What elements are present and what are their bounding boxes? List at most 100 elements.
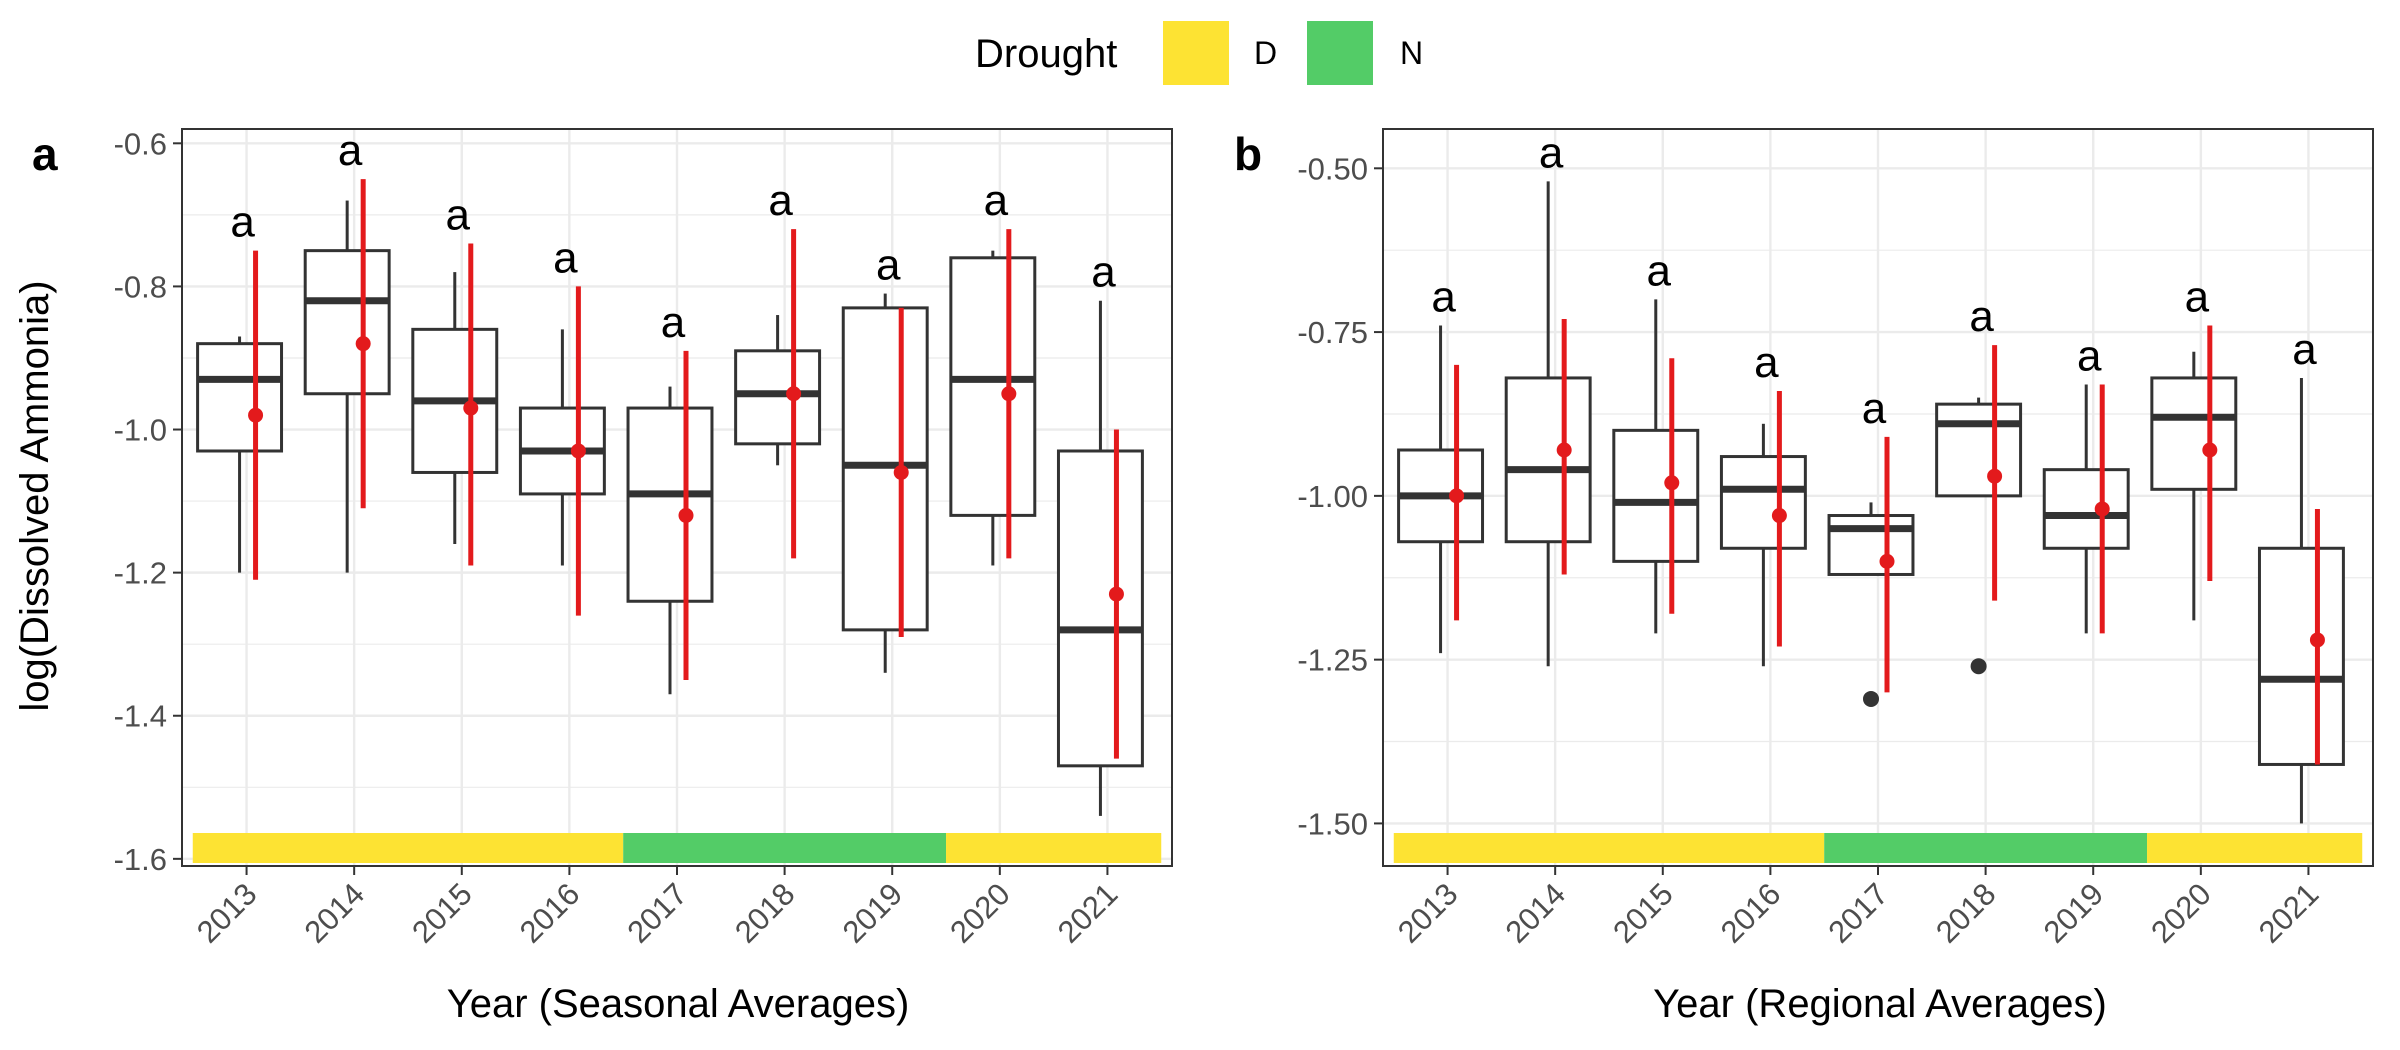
mean-point	[2309, 632, 2325, 648]
panel-b-x-label: Year (Regional Averages)	[1653, 982, 2107, 1026]
panel-b: a a a a a a a a a -0.50 -0.75 -1.00 -1.25 -1.50 2013…	[1234, 128, 2374, 1026]
drought-band-d	[2147, 833, 2363, 863]
outlier-point	[1863, 690, 1879, 707]
significance-letter: a	[2292, 325, 2317, 374]
drought-band-n	[1824, 833, 2148, 863]
mean-point	[786, 386, 802, 402]
significance-letter: a	[230, 198, 255, 247]
y-tick-label: -1.50	[1297, 806, 1368, 841]
panel-a-y-label: log(Dissolved Ammonia)	[13, 280, 57, 711]
box-iqr	[626, 406, 714, 603]
significance-letter: a	[1539, 128, 1564, 177]
y-tick-label: -0.50	[1297, 151, 1368, 186]
mean-point	[2094, 501, 2110, 517]
x-tick-label: 2015	[405, 876, 479, 950]
significance-letter: a	[553, 233, 578, 282]
x-tick-label: 2017	[1821, 876, 1895, 950]
box-iqr	[196, 342, 284, 453]
y-tick-label: -0.75	[1297, 315, 1368, 350]
x-tick-label: 2018	[728, 876, 802, 950]
y-tick-label: -0.8	[114, 269, 167, 304]
panel-a-x-label: Year (Seasonal Averages)	[447, 982, 910, 1026]
box-iqr	[1719, 455, 1807, 550]
x-tick-label: 2015	[1606, 876, 1680, 950]
box-iqr	[2150, 376, 2238, 491]
y-tick-label: -1.25	[1297, 643, 1368, 678]
significance-letter: a	[1754, 338, 1779, 387]
significance-letter: a	[2077, 331, 2102, 380]
box-iqr	[841, 306, 929, 632]
drought-band-d	[192, 833, 624, 863]
panel-b-x-axis: 2013 2014 2015 2016 2017 2018 2019 2020 2021	[1391, 866, 2325, 950]
x-tick-label: 2014	[298, 876, 372, 950]
mean-point	[2202, 442, 2218, 458]
x-tick-label: 2020	[943, 876, 1017, 950]
x-tick-label: 2019	[2037, 876, 2111, 950]
x-tick-label: 2016	[1714, 876, 1788, 950]
panel-a-y-axis: -0.6 -0.8 -1.0 -1.2 -1.4 -1.6	[114, 126, 182, 877]
mean-point	[1556, 442, 1572, 458]
drought-band-d	[946, 833, 1162, 863]
x-tick-label: 2016	[513, 876, 587, 950]
panel-b-boxes: a a a a a a a a a	[1397, 128, 2345, 824]
box-iqr	[1935, 402, 2023, 498]
box-iqr	[2042, 468, 2130, 550]
mean-point	[248, 407, 264, 423]
significance-letter: a	[661, 298, 686, 347]
mean-point	[1001, 386, 1017, 402]
legend-label-d: D	[1254, 35, 1277, 71]
box-iqr	[1827, 514, 1915, 576]
x-tick-label: 2019	[836, 876, 910, 950]
mean-point	[893, 464, 909, 480]
significance-letter: a	[1431, 273, 1456, 322]
significance-letter: a	[2185, 273, 2210, 322]
mean-point	[463, 400, 479, 416]
significance-letter: a	[446, 190, 471, 239]
significance-letter: a	[984, 176, 1009, 225]
mean-point	[570, 443, 586, 459]
panel-b-y-axis: -0.50 -0.75 -1.00 -1.25 -1.50	[1297, 151, 1383, 841]
legend-key-d	[1163, 21, 1229, 85]
x-tick-label: 2017	[620, 876, 694, 950]
panel-a-x-axis: 2013 2014 2015 2016 2017 2018 2019 2020 2021	[190, 866, 1124, 950]
x-tick-label: 2020	[2144, 876, 2218, 950]
outlier-point	[1970, 658, 1987, 675]
mean-point	[1771, 508, 1787, 524]
mean-point	[1879, 553, 1895, 569]
significance-letter: a	[1862, 384, 1887, 433]
drought-band-d	[1393, 833, 1825, 863]
x-tick-label: 2021	[1051, 876, 1125, 950]
y-tick-label: -1.2	[114, 556, 167, 591]
significance-letter: a	[1091, 248, 1116, 297]
significance-letter: a	[768, 176, 793, 225]
legend-label-n: N	[1400, 35, 1423, 71]
significance-letter: a	[1969, 292, 1994, 341]
y-tick-label: -1.4	[114, 699, 167, 734]
legend: Drought D N	[975, 21, 1423, 85]
panel-b-drought-band	[1393, 833, 2363, 863]
significance-letter: a	[338, 126, 363, 175]
mean-point	[355, 336, 371, 352]
box-iqr	[303, 249, 391, 396]
panel-b-tag: b	[1234, 128, 1262, 180]
panel-a-boxes: a a a a a a a a a	[196, 126, 1144, 816]
box-iqr	[1612, 428, 1700, 563]
box-iqr	[949, 256, 1037, 517]
mean-point	[1664, 475, 1680, 491]
x-tick-label: 2013	[190, 876, 264, 950]
legend-title: Drought	[975, 32, 1117, 76]
mean-point	[1108, 586, 1124, 602]
legend-key-n	[1307, 21, 1373, 85]
mean-point	[1987, 468, 2003, 484]
mean-point	[678, 507, 694, 523]
x-tick-label: 2014	[1499, 876, 1573, 950]
panel-a-drought-band	[192, 833, 1162, 863]
y-tick-label: -1.6	[114, 842, 167, 877]
y-tick-label: -1.00	[1297, 479, 1368, 514]
mean-point	[1449, 488, 1465, 504]
drought-band-n	[623, 833, 947, 863]
significance-letter: a	[1647, 246, 1672, 295]
box-iqr	[734, 349, 822, 446]
